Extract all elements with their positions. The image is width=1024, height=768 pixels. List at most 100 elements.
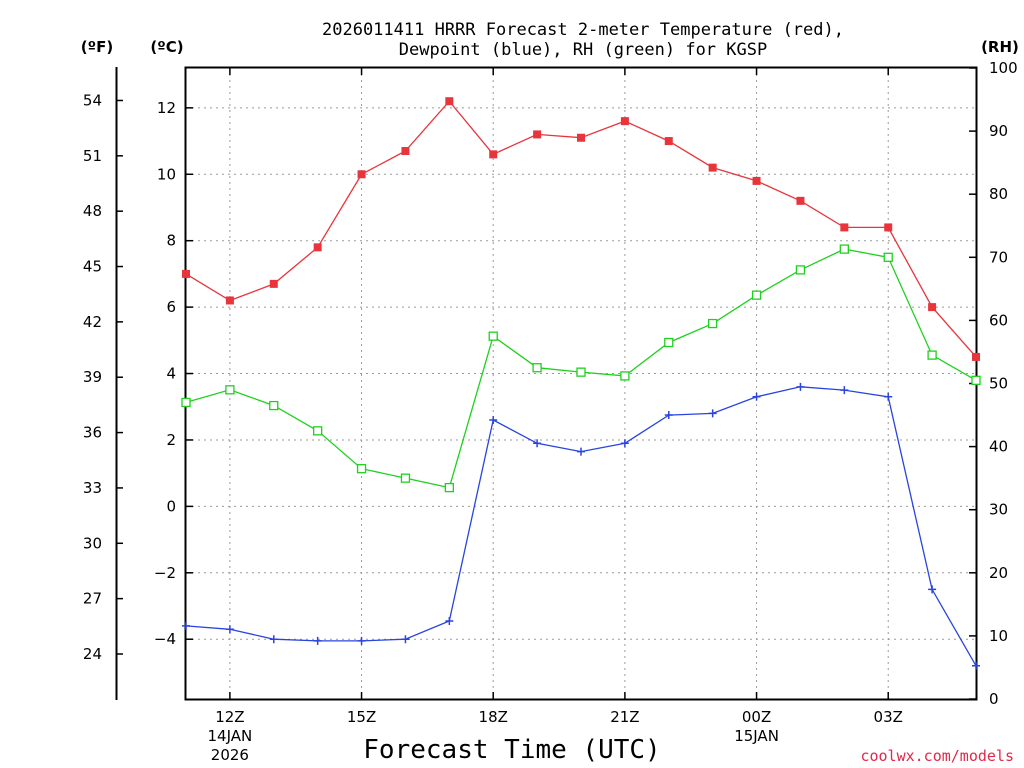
dewpoint-marker <box>225 625 234 634</box>
data-series <box>181 97 981 670</box>
temperature-marker <box>972 352 980 361</box>
dewpoint-marker <box>577 447 585 456</box>
rh-marker <box>576 367 586 377</box>
dewpoint-marker <box>796 382 805 391</box>
dewpoint-marker <box>489 416 498 425</box>
fahrenheit-tick-label: 30 <box>83 534 102 552</box>
chart-title-line-2: Dewpoint (blue), RH (green) for KGSP <box>399 40 767 60</box>
dewpoint-marker <box>313 636 322 645</box>
rh-marker <box>664 337 674 348</box>
rh-marker <box>883 252 893 262</box>
rh-tick-label: 20 <box>989 564 1008 582</box>
temperature-marker <box>577 133 585 142</box>
dewpoint-marker <box>182 621 190 630</box>
temperature-marker <box>269 279 278 288</box>
rh-marker <box>488 331 498 341</box>
temperature-marker <box>620 117 629 126</box>
dewpoint-line <box>185 386 977 667</box>
rh-tick-label: 70 <box>989 248 1008 266</box>
rh-marker <box>444 482 454 493</box>
temperature-marker <box>752 176 761 185</box>
rh-tick-label: 80 <box>989 185 1008 203</box>
rh-marker <box>532 363 542 373</box>
rh-tick-label: 30 <box>989 501 1008 519</box>
rh-marker <box>795 265 806 275</box>
rh-marker <box>181 397 191 408</box>
temperature-marker <box>445 97 454 106</box>
x-axis-title: Forecast Time (UTC) <box>363 735 660 765</box>
dewpoint-marker <box>269 635 278 644</box>
rh-marker <box>708 318 718 329</box>
dewpoint-marker <box>445 616 454 625</box>
rh-marker <box>751 290 762 300</box>
dewpoint-marker <box>972 661 980 670</box>
temperature-marker <box>708 163 717 172</box>
rh-tick-label: 40 <box>989 438 1008 456</box>
temperature-marker <box>357 170 366 179</box>
temperature-marker <box>664 137 673 146</box>
temperature-marker <box>182 269 190 278</box>
celsius-tick-label: 10 <box>157 165 176 183</box>
rh-marker <box>620 371 630 381</box>
temperature-marker <box>533 130 542 139</box>
dewpoint-marker <box>752 392 761 401</box>
temperature-marker <box>884 223 893 232</box>
fahrenheit-tick-label: 48 <box>83 202 102 220</box>
temperature-marker <box>313 243 322 252</box>
plot-frame <box>184 66 978 701</box>
celsius-tick-label: 8 <box>166 232 176 250</box>
rh-tick-label: 50 <box>989 375 1008 393</box>
x-tick-label: 03Z <box>874 708 903 726</box>
rh-marker <box>400 473 411 483</box>
x-tick-label: 18Z <box>479 708 508 726</box>
x-tick-label: 00Z <box>742 708 771 726</box>
fahrenheit-tick-label: 51 <box>83 147 102 165</box>
fahrenheit-unit-label: (ºF) <box>81 38 113 56</box>
fahrenheit-tick-label: 24 <box>83 645 102 663</box>
x-tick-label: 15Z <box>347 708 376 726</box>
temperature-marker <box>928 303 937 312</box>
celsius-tick-label: 12 <box>157 99 176 117</box>
rh-marker <box>356 464 367 474</box>
rh-marker <box>927 350 937 360</box>
temperature-marker <box>840 223 849 232</box>
rh-tick-label: 100 <box>989 59 1018 77</box>
gridlines <box>186 68 976 699</box>
temperature-marker <box>225 296 234 305</box>
celsius-unit-label: (ºC) <box>150 38 183 56</box>
fahrenheit-tick-label: 36 <box>83 424 102 442</box>
rh-marker <box>225 385 235 395</box>
fahrenheit-tick-label: 45 <box>83 258 102 276</box>
dewpoint-marker <box>708 409 717 418</box>
rh-unit-label: (RH) <box>981 38 1019 56</box>
temperature-marker <box>489 150 498 159</box>
celsius-tick-label: 0 <box>166 497 176 515</box>
dewpoint-marker <box>533 439 542 448</box>
celsius-tick-label: −4 <box>154 630 176 648</box>
x-tick-label: 21Z <box>610 708 639 726</box>
dewpoint-marker <box>840 386 849 395</box>
celsius-tick-label: −2 <box>154 564 176 582</box>
dewpoint-marker <box>928 585 937 594</box>
rh-tick-label: 90 <box>989 122 1008 140</box>
dewpoint-marker <box>620 439 629 448</box>
temperature-marker <box>796 196 805 205</box>
dewpoint-marker <box>664 411 673 420</box>
rh-marker <box>971 375 981 385</box>
temperature-marker <box>401 147 410 156</box>
rh-tick-label: 10 <box>989 627 1008 645</box>
rh-tick-label: 0 <box>989 690 999 708</box>
fahrenheit-tick-label: 33 <box>83 479 102 497</box>
fahrenheit-tick-label: 54 <box>83 91 102 109</box>
celsius-tick-label: 2 <box>166 431 176 449</box>
rh-tick-label: 60 <box>989 311 1008 329</box>
chart-title-line-1: 2026011411 HRRR Forecast 2-meter Tempera… <box>322 20 844 40</box>
rh-marker <box>313 426 323 436</box>
celsius-tick-label: 4 <box>166 365 176 383</box>
rh-marker <box>269 400 279 411</box>
dewpoint-marker <box>884 392 893 401</box>
x-tick-label: 12Z <box>215 708 244 726</box>
dewpoint-marker <box>401 635 410 644</box>
